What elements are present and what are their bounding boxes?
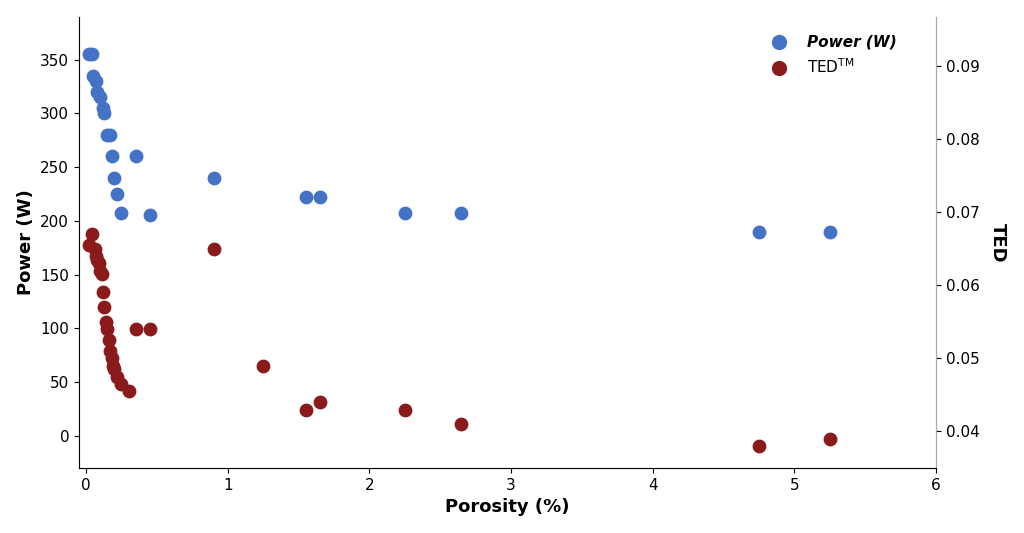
- X-axis label: Porosity (%): Porosity (%): [445, 498, 569, 516]
- Point: [454, 209, 470, 217]
- Point: [109, 373, 125, 381]
- Point: [311, 193, 328, 201]
- Point: [81, 241, 97, 249]
- Point: [102, 131, 119, 139]
- Point: [396, 209, 413, 217]
- Point: [92, 93, 109, 101]
- Point: [103, 354, 120, 362]
- Y-axis label: Power (W): Power (W): [16, 190, 35, 295]
- Point: [97, 318, 114, 326]
- Point: [92, 266, 109, 275]
- Point: [86, 244, 102, 253]
- Point: [206, 244, 222, 253]
- Point: [311, 398, 328, 407]
- Point: [85, 71, 101, 80]
- Point: [396, 405, 413, 414]
- Point: [81, 50, 97, 59]
- Point: [141, 211, 158, 220]
- Point: [89, 87, 105, 96]
- Point: [103, 152, 120, 160]
- Point: [84, 50, 100, 59]
- Point: [141, 325, 158, 333]
- Point: [121, 387, 137, 395]
- Point: [127, 325, 143, 333]
- Point: [751, 228, 767, 236]
- Point: [96, 109, 113, 118]
- Point: [88, 77, 104, 85]
- Point: [104, 361, 121, 370]
- Y-axis label: TED: TED: [989, 223, 1008, 262]
- Point: [99, 131, 116, 139]
- Point: [454, 420, 470, 429]
- Point: [297, 405, 313, 414]
- Point: [127, 152, 143, 160]
- Point: [93, 270, 110, 278]
- Point: [99, 325, 116, 333]
- Point: [821, 228, 838, 236]
- Point: [821, 434, 838, 443]
- Point: [84, 230, 100, 238]
- Point: [95, 104, 112, 112]
- Point: [88, 252, 104, 260]
- Point: [102, 347, 119, 356]
- Point: [206, 174, 222, 182]
- Point: [90, 259, 106, 268]
- Point: [96, 303, 113, 311]
- Legend: Power (W), TED$^{\mathregular{TM}}$: Power (W), TED$^{\mathregular{TM}}$: [758, 29, 902, 83]
- Point: [95, 288, 112, 297]
- Point: [106, 174, 123, 182]
- Point: [114, 209, 130, 217]
- Point: [100, 336, 117, 344]
- Point: [114, 379, 130, 388]
- Point: [106, 365, 123, 374]
- Point: [751, 442, 767, 450]
- Point: [297, 193, 313, 201]
- Point: [255, 361, 271, 370]
- Point: [89, 255, 105, 264]
- Point: [109, 190, 125, 198]
